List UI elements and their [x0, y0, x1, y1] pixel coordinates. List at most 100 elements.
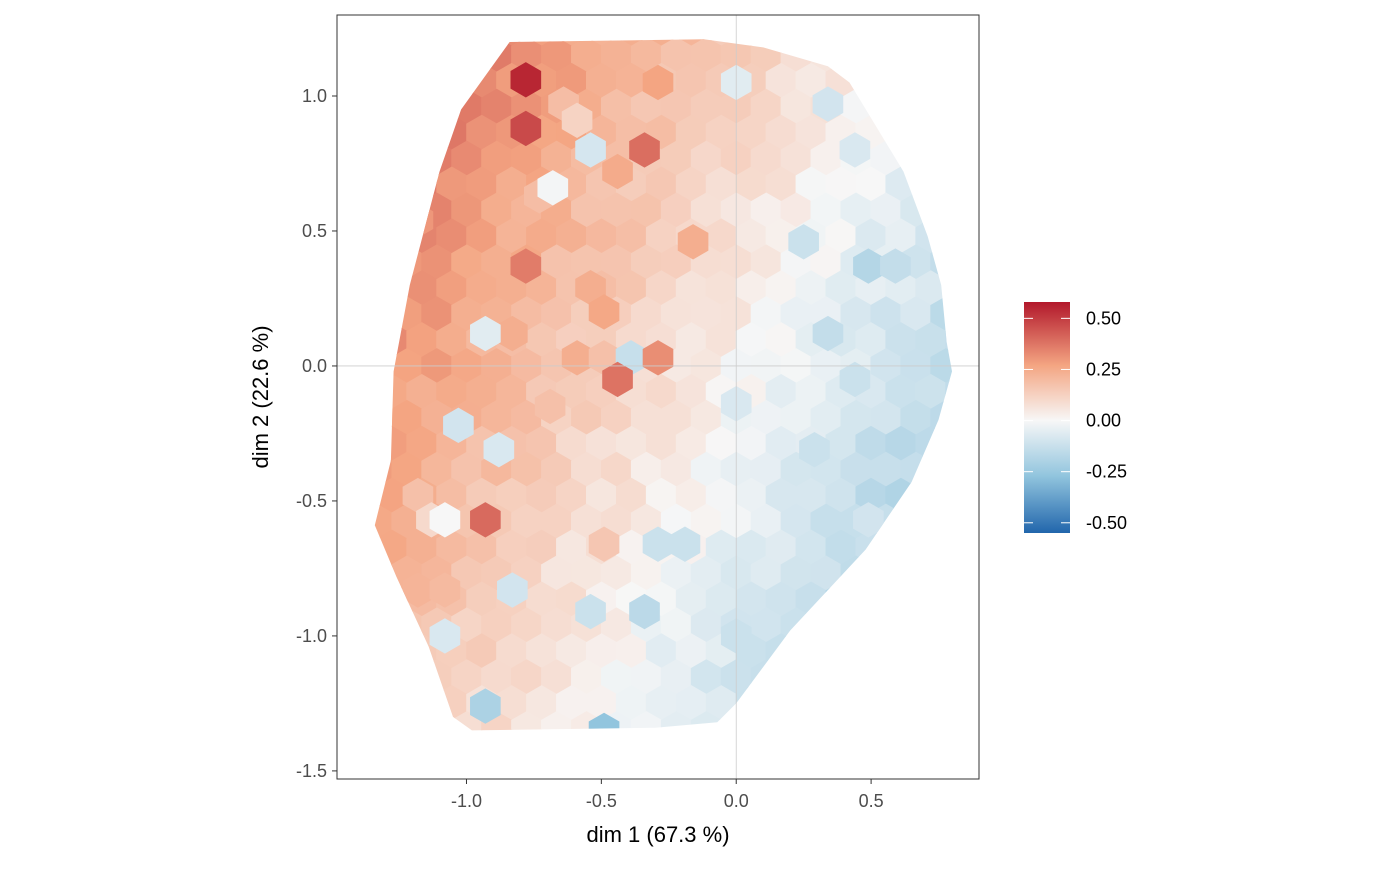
hex-cell	[615, 633, 647, 670]
hex-cell	[765, 322, 797, 358]
hex-cell	[975, 530, 1006, 566]
colorbar-label: 0.25	[1086, 359, 1121, 379]
x-tick-label: -0.5	[586, 791, 617, 811]
hex-cell	[496, 633, 528, 670]
hex-cell	[571, 451, 603, 488]
hex-cell	[750, 192, 782, 229]
hex-cell	[855, 166, 887, 203]
hex-cell	[765, 114, 797, 151]
hex-cell	[855, 425, 887, 462]
hex-cell-highlight	[629, 132, 660, 168]
hex-cell	[630, 555, 662, 592]
hex-cell	[645, 374, 677, 410]
hex-cell	[496, 218, 528, 255]
hex-cell-highlight	[669, 526, 701, 562]
hex-cell	[556, 477, 588, 514]
hex-cell-highlight	[497, 315, 528, 352]
hex-cell	[735, 270, 767, 307]
hex-cell	[705, 529, 737, 566]
hex-cell	[586, 218, 617, 255]
hex-cell	[645, 477, 677, 514]
hex-cell	[705, 477, 737, 514]
hex-cell	[556, 633, 588, 670]
hex-cell	[406, 374, 438, 410]
hex-cell-highlight	[429, 618, 461, 654]
hex-cell	[586, 685, 617, 721]
hex-cell	[675, 581, 707, 618]
hex-cell	[675, 633, 707, 670]
hex-cell	[975, 581, 1006, 617]
hex-cell	[600, 607, 632, 644]
hex-cell	[526, 685, 558, 721]
hex-cell	[481, 659, 513, 696]
hex-cell	[630, 451, 662, 488]
hex-cell-highlight	[429, 572, 461, 608]
hex-cell	[855, 218, 887, 255]
plot-panel	[336, 14, 1006, 780]
hex-cell	[645, 685, 677, 721]
hex-cell	[750, 88, 782, 125]
hex-cell	[660, 88, 692, 125]
hex-cell	[466, 270, 498, 307]
hex-cell	[735, 166, 767, 203]
hex-cell	[556, 685, 588, 721]
hex-cell	[870, 451, 902, 488]
hex-cell	[496, 685, 528, 721]
hex-cell	[705, 581, 737, 618]
colorbar-label: -0.25	[1086, 462, 1127, 482]
y-tick-label: 0.5	[302, 221, 327, 241]
hex-cell	[541, 39, 573, 73]
hex-cell	[466, 166, 498, 203]
hex-cell	[780, 399, 812, 436]
hex-cell	[690, 607, 722, 644]
hex-cell	[421, 244, 453, 281]
hex-cell	[975, 633, 1006, 669]
hex-cell-highlight	[575, 269, 606, 306]
hex-cell	[915, 374, 947, 410]
hex-cell-highlight	[588, 294, 620, 330]
hex-cell	[436, 322, 468, 358]
hex-cell	[675, 62, 707, 99]
hex-cell	[900, 399, 932, 436]
hex-cell	[885, 218, 917, 255]
y-tick-label: -0.5	[296, 491, 327, 511]
hex-cell-highlight	[642, 340, 674, 376]
hex-cell	[750, 296, 782, 332]
hex-cell	[571, 555, 603, 592]
hex-cell	[810, 503, 842, 540]
hex-cell	[690, 140, 722, 177]
hex-cell	[840, 451, 872, 488]
hex-cell	[765, 374, 797, 410]
hex-cell	[690, 503, 722, 540]
hex-cell	[690, 451, 722, 488]
hex-cell	[885, 374, 917, 410]
hex-cell	[855, 322, 887, 358]
hex-cell	[645, 633, 677, 670]
hex-cell	[466, 218, 498, 255]
color-legend: 0.50 0.25 0.00 -0.25 -0.50	[1024, 302, 1127, 533]
hex-cell	[885, 322, 917, 358]
hex-cell	[615, 62, 647, 99]
hex-cell	[975, 426, 1006, 462]
hex-cell	[690, 399, 722, 436]
hex-cell	[406, 322, 438, 358]
hex-cell	[421, 451, 453, 488]
x-tick-label: -1.0	[451, 791, 482, 811]
hex-cell-highlight	[575, 593, 606, 630]
x-tick-label: 0.0	[724, 791, 749, 811]
hex-cell	[526, 322, 558, 358]
hex-cell	[690, 555, 722, 592]
hex-cell	[825, 218, 857, 255]
hex-cell	[630, 399, 662, 436]
hex-cell	[406, 529, 438, 566]
hex-cell-highlight	[429, 502, 461, 538]
hex-cell	[615, 685, 647, 721]
hex-cell	[511, 140, 543, 177]
hex-cell-highlight	[510, 248, 542, 284]
hex-cell	[630, 192, 662, 229]
hex-cell	[406, 270, 438, 307]
hex-cell	[600, 659, 632, 696]
hex-cell	[795, 114, 827, 151]
hex-cell	[496, 477, 528, 514]
